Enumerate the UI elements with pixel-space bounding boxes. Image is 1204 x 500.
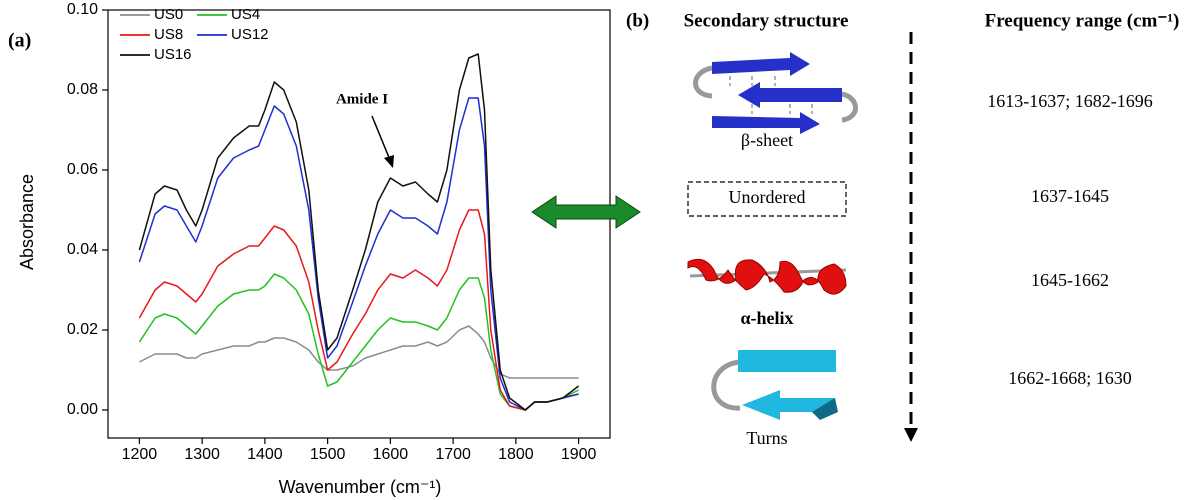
x-tick-label: 1500 xyxy=(310,446,346,463)
y-axis-label: Absorbance xyxy=(17,174,37,270)
axis-arrow xyxy=(904,32,918,442)
series-line xyxy=(138,97,579,411)
double-arrow xyxy=(531,195,641,229)
legend-label: US12 xyxy=(231,26,269,43)
structure-label: α-helix xyxy=(740,308,793,328)
series-line xyxy=(138,209,579,411)
column-header: Secondary structure xyxy=(684,10,849,31)
column-header: Frequency range (cm⁻¹) xyxy=(985,10,1180,31)
beta-sheet-icon xyxy=(693,52,858,134)
frequency-range: 1645-1662 xyxy=(1031,270,1109,290)
x-tick-label: 1600 xyxy=(373,446,409,463)
legend-label: US16 xyxy=(154,46,192,63)
structure-label: Turns xyxy=(746,428,787,448)
y-tick-label: 0.00 xyxy=(67,401,98,418)
x-tick-label: 1200 xyxy=(122,446,158,463)
frequency-range: 1637-1645 xyxy=(1031,186,1109,206)
y-tick-label: 0.08 xyxy=(67,81,98,98)
series-line xyxy=(139,325,579,379)
y-tick-label: 0.04 xyxy=(67,241,98,258)
alpha-helix-icon xyxy=(687,258,847,295)
frequency-range: 1662-1668; 1630 xyxy=(1008,368,1132,388)
legend-label: US0 xyxy=(154,6,183,23)
x-tick-label: 1800 xyxy=(498,446,534,463)
panel-label: (b) xyxy=(626,10,649,31)
turns-icon xyxy=(711,350,838,420)
series-line xyxy=(138,273,579,411)
x-tick-label: 1300 xyxy=(184,446,220,463)
y-tick-label: 0.10 xyxy=(67,1,98,18)
x-tick-label: 1700 xyxy=(435,446,471,463)
series-line xyxy=(138,53,580,411)
x-axis-label: Wavenumber (cm⁻¹) xyxy=(279,477,442,497)
y-tick-label: 0.06 xyxy=(67,161,98,178)
legend-label: US8 xyxy=(154,26,183,43)
annotation-arrowhead xyxy=(384,155,394,168)
y-tick-label: 0.02 xyxy=(67,321,98,338)
x-tick-label: 1400 xyxy=(247,446,283,463)
x-tick-label: 1900 xyxy=(561,446,597,463)
annotation-arrow xyxy=(371,115,391,161)
structure-label: Unordered xyxy=(729,187,806,207)
plot-frame xyxy=(107,9,611,439)
annotation: Amide I xyxy=(336,91,388,107)
structure-label: β-sheet xyxy=(741,130,793,150)
panel-label: (a) xyxy=(8,30,31,52)
legend-label: US4 xyxy=(231,6,260,23)
frequency-range: 1613-1637; 1682-1696 xyxy=(987,91,1153,111)
